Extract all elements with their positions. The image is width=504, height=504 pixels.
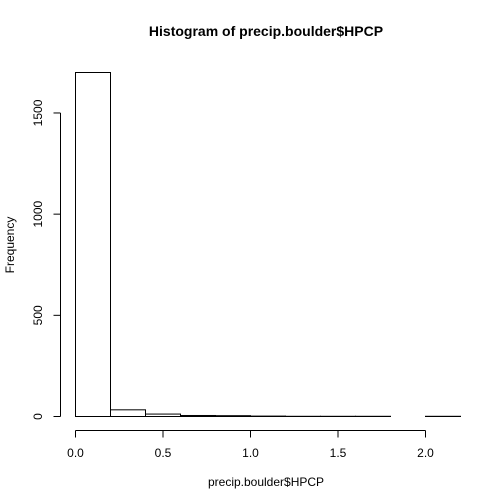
y-tick-label: 0 — [31, 413, 45, 420]
histogram-bar — [180, 414, 216, 417]
chart-title: Histogram of precip.boulder$HPCP — [149, 23, 383, 39]
x-axis-label: precip.boulder$HPCP — [208, 475, 324, 489]
histogram-bar — [215, 415, 251, 417]
histogram-bar — [110, 409, 146, 418]
y-tick-label: 1000 — [31, 200, 45, 227]
y-axis: 0 500 1000 1500 — [31, 99, 61, 420]
histogram-bar — [145, 413, 181, 418]
x-tick-label: 1.0 — [242, 446, 259, 460]
x-tick-label: 2.0 — [417, 446, 434, 460]
x-axis: 0.0 0.5 1.0 1.5 2.0 — [67, 430, 434, 460]
bars-group — [75, 72, 461, 418]
y-tick-label: 500 — [31, 305, 45, 325]
histogram-bar — [75, 72, 111, 417]
x-tick-label: 0.0 — [67, 446, 84, 460]
y-tick-label: 1500 — [31, 99, 45, 126]
x-tick-label: 1.5 — [330, 446, 347, 460]
x-tick-label: 0.5 — [155, 446, 172, 460]
y-axis-label: Frequency — [3, 217, 17, 274]
